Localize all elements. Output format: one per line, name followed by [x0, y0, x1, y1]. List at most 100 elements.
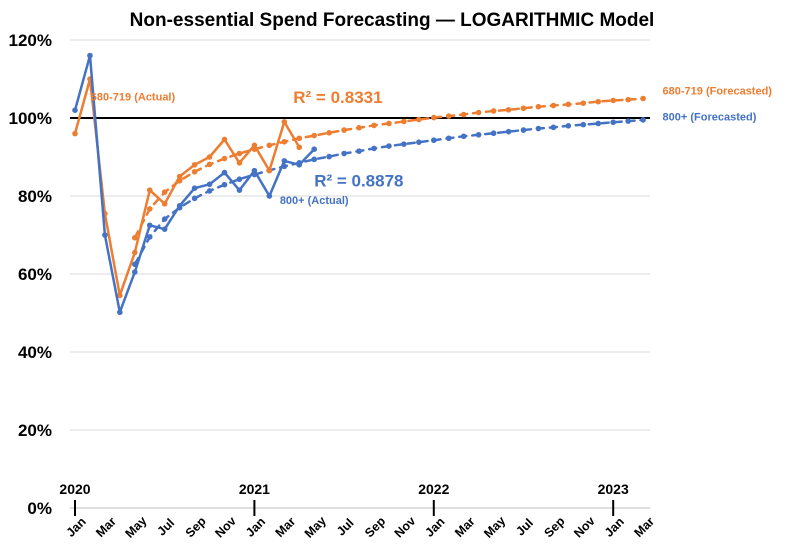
data-point-blue_forecast — [580, 121, 587, 128]
data-point-orange_forecast — [416, 116, 422, 123]
x-tick-label: Sep — [542, 514, 568, 540]
r2-blue-label: R² = 0.8878 — [314, 171, 403, 190]
data-point-orange_forecast — [221, 155, 228, 162]
data-point-orange_forecast — [595, 98, 602, 105]
data-point-orange_actual — [266, 167, 273, 174]
data-point-orange_forecast — [445, 113, 452, 119]
data-point-blue_forecast — [356, 148, 362, 154]
data-point-orange_forecast — [490, 108, 497, 114]
data-point-orange_actual — [132, 249, 138, 256]
data-point-blue_forecast — [386, 143, 392, 149]
data-point-orange_forecast — [281, 138, 288, 145]
r2-orange-label: R² = 0.8331 — [293, 88, 382, 107]
data-point-blue_forecast — [550, 124, 557, 131]
data-point-blue_forecast — [416, 139, 422, 145]
data-point-orange_forecast — [475, 109, 482, 116]
data-point-blue_forecast — [490, 130, 497, 137]
data-point-blue_forecast — [460, 133, 467, 140]
data-point-orange_forecast — [371, 122, 377, 129]
label-orange-actual: 680-719 (Actual) — [91, 91, 176, 103]
x-tick-label: Mar — [273, 514, 299, 540]
data-point-blue_forecast — [445, 135, 452, 142]
data-point-orange_actual — [176, 173, 183, 180]
x-tick-label: Nov — [392, 514, 419, 541]
data-point-orange_forecast — [266, 142, 273, 149]
data-point-orange_forecast — [296, 135, 303, 142]
data-point-blue_forecast — [535, 125, 542, 132]
data-point-blue_forecast — [236, 176, 243, 183]
data-point-orange_forecast — [356, 124, 362, 131]
label-blue-actual: 800+ (Actual) — [280, 195, 349, 207]
series-line-orange_forecast — [133, 97, 645, 239]
x-tick-label: May — [481, 514, 508, 541]
data-point-orange_actual — [191, 162, 198, 168]
label-blue-forecast: 800+ (Forecasted) — [663, 112, 757, 124]
x-tick-label: Jan — [422, 515, 447, 540]
year-label: 2022 — [418, 481, 449, 497]
data-point-orange_forecast — [161, 189, 168, 195]
data-point-orange_forecast — [535, 103, 542, 110]
x-tick-label: Sep — [183, 514, 209, 540]
data-point-blue_actual — [311, 146, 318, 152]
year-label: 2023 — [598, 481, 629, 497]
data-point-orange_forecast — [401, 118, 407, 125]
data-point-blue_actual — [132, 269, 138, 275]
data-point-blue_forecast — [640, 117, 646, 123]
data-point-blue_forecast — [610, 119, 616, 126]
y-tick-label: 80% — [18, 187, 52, 206]
data-point-orange_forecast — [326, 130, 332, 136]
data-point-blue_actual — [146, 222, 153, 229]
y-tick-label: 60% — [18, 265, 52, 284]
data-point-blue_forecast — [401, 141, 407, 147]
data-point-blue_actual — [281, 158, 288, 164]
chart-title: Non-essential Spend Forecasting — LOGARI… — [130, 10, 655, 31]
data-point-blue_forecast — [206, 188, 213, 194]
data-point-orange_forecast — [460, 111, 467, 118]
data-point-orange_actual — [72, 130, 78, 137]
data-point-orange_forecast — [341, 127, 347, 133]
x-tick-label: Jan — [243, 515, 268, 540]
data-point-blue_actual — [87, 52, 93, 59]
x-tick-label: Mar — [93, 514, 119, 540]
data-point-orange_forecast — [610, 97, 616, 104]
x-tick-label: Nov — [212, 514, 239, 541]
data-point-orange_actual — [146, 187, 153, 193]
x-tick-label: Jul — [155, 516, 178, 539]
data-point-orange_forecast — [625, 96, 631, 103]
y-tick-label: 0% — [27, 499, 52, 518]
data-point-blue_actual — [296, 162, 303, 168]
series-line-orange_actual — [73, 77, 301, 297]
data-point-blue_actual — [176, 202, 183, 209]
y-tick-label: 120% — [9, 31, 52, 50]
data-point-blue_forecast — [311, 156, 318, 163]
data-point-blue_forecast — [221, 181, 228, 188]
x-tick-label: Mar — [452, 514, 478, 540]
data-point-blue_forecast — [371, 145, 377, 152]
data-point-blue_actual — [102, 232, 108, 238]
data-point-orange_forecast — [640, 95, 646, 102]
data-point-blue_forecast — [505, 128, 512, 135]
x-tick-label: Jan — [602, 515, 627, 540]
x-tick-label: Sep — [362, 514, 388, 540]
x-tick-label: Jul — [513, 516, 536, 539]
data-point-blue_actual — [221, 169, 228, 176]
year-label: 2020 — [59, 481, 90, 497]
data-point-orange_actual — [206, 154, 213, 160]
label-orange-forecast: 680-719 (Forecasted) — [663, 86, 773, 98]
data-point-orange_forecast — [580, 100, 587, 106]
data-point-blue_actual — [72, 107, 78, 113]
data-point-blue_forecast — [341, 150, 347, 157]
data-point-blue_forecast — [326, 153, 332, 160]
data-point-blue_forecast — [431, 137, 437, 144]
data-point-blue_actual — [191, 185, 198, 191]
data-point-blue_forecast — [191, 195, 198, 202]
data-point-orange_actual — [221, 136, 228, 143]
x-tick-label: Jan — [64, 515, 89, 540]
y-tick-label: 40% — [18, 343, 52, 362]
data-point-blue_forecast — [625, 118, 631, 124]
data-point-blue_forecast — [565, 123, 572, 129]
data-point-orange_forecast — [505, 107, 512, 113]
x-tick-label: May — [122, 514, 149, 541]
y-axis: 0% 20% 40% 60% 80% 100% 120% — [9, 31, 52, 518]
